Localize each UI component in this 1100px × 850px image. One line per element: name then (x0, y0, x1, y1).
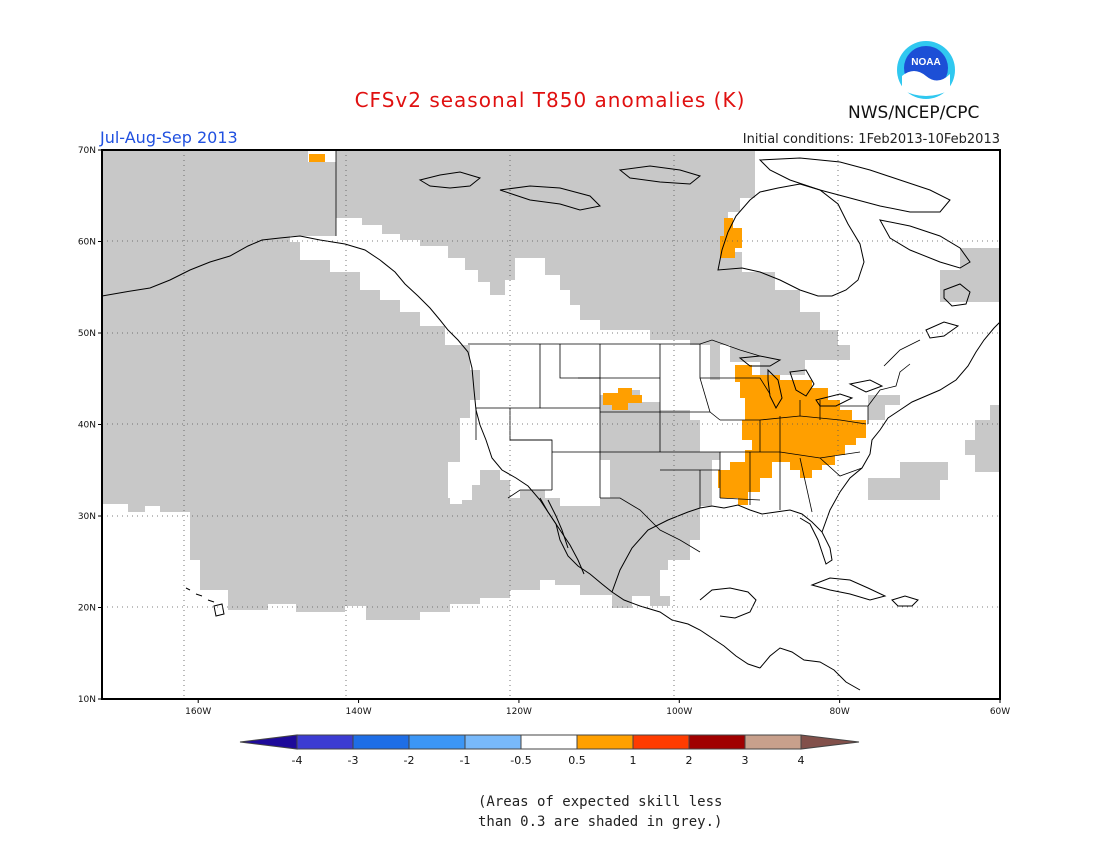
colorbar-label: -3 (348, 754, 359, 767)
eastern-us-warm-anomaly (718, 365, 866, 505)
colorbar-label: 4 (798, 754, 805, 767)
lat-tick-label: 50N (78, 329, 96, 339)
skill-note: (Areas of expected skill less than 0.3 a… (478, 792, 722, 832)
colorbar-swatch (352, 734, 410, 750)
colorbar: -4 -3 -2 -1 -0.5 0.5 1 2 3 4 (239, 734, 860, 767)
lon-tick-label: 80W (829, 707, 849, 717)
low-skill-shading (102, 150, 1000, 620)
lon-tick-label: 60W (990, 707, 1010, 717)
colorbar-label: -4 (292, 754, 303, 767)
colorbar-swatch (632, 734, 690, 750)
colorbar-label: -2 (404, 754, 415, 767)
lat-tick-label: 10N (78, 695, 96, 705)
map-title: CFSv2 seasonal T850 anomalies (K) (354, 88, 746, 112)
lon-tick-label: 120W (506, 707, 532, 717)
lat-tick-label: 40N (78, 421, 96, 431)
arctic-warm-anomaly (309, 154, 325, 162)
lon-tick-label: 160W (185, 707, 211, 717)
lon-tick-label: 140W (346, 707, 372, 717)
colorbar-swatch (464, 734, 522, 750)
colorbar-swatch (744, 734, 802, 750)
colorbar-swatch (408, 734, 466, 750)
colorbar-label: 1 (630, 754, 637, 767)
colorbar-swatch (576, 734, 634, 750)
colorbar-label: -0.5 (510, 754, 531, 767)
hudson-bay-warm-anomaly (720, 218, 742, 258)
lon-tick-label: 100W (666, 707, 692, 717)
lat-tick-label: 60N (78, 238, 96, 248)
skill-note-line-1: (Areas of expected skill less (478, 794, 723, 810)
colorbar-label: 3 (742, 754, 749, 767)
axis-ticks: 160W 140W 120W 100W 80W 60W 10N 20N 30N 40N 50N 60N… (78, 146, 1010, 717)
warm-anomaly-shading (309, 154, 866, 505)
colorbar-swatch (688, 734, 746, 750)
season-label: Jul-Aug-Sep 2013 (100, 128, 238, 147)
svg-text:NOAA: NOAA (911, 57, 940, 68)
agency-label: NWS/NCEP/CPC (848, 103, 980, 123)
coastlines (102, 157, 1000, 691)
colorbar-swatch (520, 734, 578, 750)
noaa-logo: NOAA (897, 41, 955, 99)
colorado-warm-anomaly (603, 388, 642, 410)
colorbar-label: 0.5 (568, 754, 586, 767)
colorbar-left-arrow (239, 734, 298, 750)
colorbar-swatch (296, 734, 354, 750)
colorbar-right-arrow (800, 734, 860, 750)
lat-tick-label: 70N (78, 146, 96, 156)
political-borders (335, 150, 921, 553)
lat-tick-label: 30N (78, 512, 96, 522)
lat-tick-label: 20N (78, 604, 96, 614)
colorbar-label: -1 (460, 754, 471, 767)
skill-note-line-2: than 0.3 are shaded in grey.) (478, 814, 723, 830)
initial-conditions-label: Initial conditions: 1Feb2013-10Feb2013 (742, 132, 1000, 147)
colorbar-label: 2 (686, 754, 693, 767)
